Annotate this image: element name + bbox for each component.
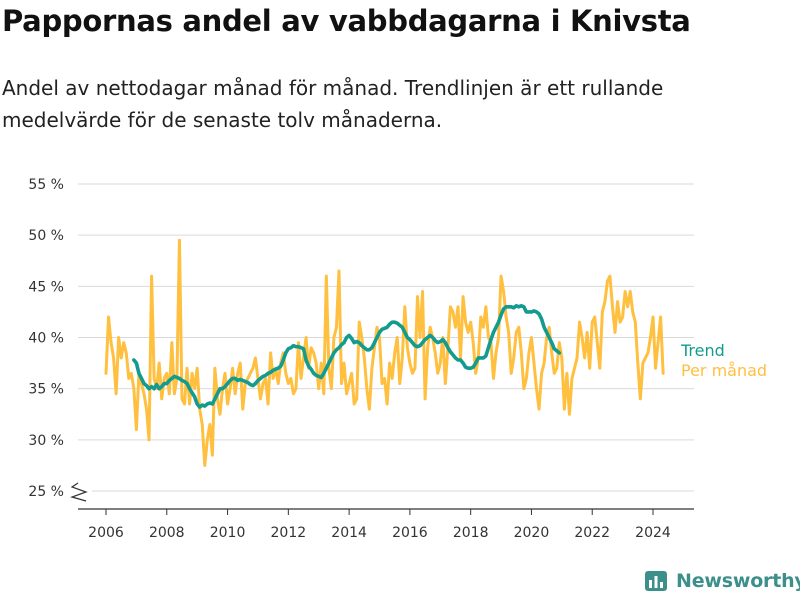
x-axis-ticks: 2006 2008 2010 2012 2014 2016 2018 2020 2022 2024 [88,509,671,541]
x-tick-label: 2006 [88,525,124,541]
chart-subtitle: Andel av nettodagar månad för månad. Tre… [2,76,664,132]
x-tick-label: 2022 [574,525,610,541]
series-line-per-manad [104,238,665,467]
brand-logo: Newsworthy [644,569,800,593]
y-tick-label: 40 % [28,331,64,347]
y-tick-label: 55 % [28,177,64,193]
x-tick-label: 2018 [453,525,489,541]
y-tick-label: 50 % [28,228,64,244]
x-tick-label: 2016 [392,525,428,541]
axis-break-icon [70,482,88,502]
series-lines [104,238,665,467]
series-line-trend [132,303,562,409]
brand-name: Newsworthy [676,570,800,592]
y-tick-label: 45 % [28,279,64,295]
x-tick-label: 2012 [271,525,307,541]
y-tick-label: 25 % [28,484,64,500]
legend-label-per-manad: Per månad [681,361,767,380]
x-axis [70,482,694,510]
x-tick-label: 2024 [635,525,671,541]
x-tick-label: 2020 [514,525,550,541]
chart-title: Pappornas andel av vabbdagarna i Knivsta [2,4,691,38]
x-tick-label: 2010 [210,525,246,541]
y-tick-label: 35 % [28,382,64,398]
x-tick-label: 2008 [149,525,185,541]
y-axis-ticks: 25 % 30 % 35 % 40 % 45 % 50 % 55 % [28,177,64,500]
y-tick-label: 30 % [28,433,64,449]
bar-chart-logo-icon [645,571,667,591]
legend-label-trend: Trend [680,341,725,360]
x-tick-label: 2014 [331,525,367,541]
